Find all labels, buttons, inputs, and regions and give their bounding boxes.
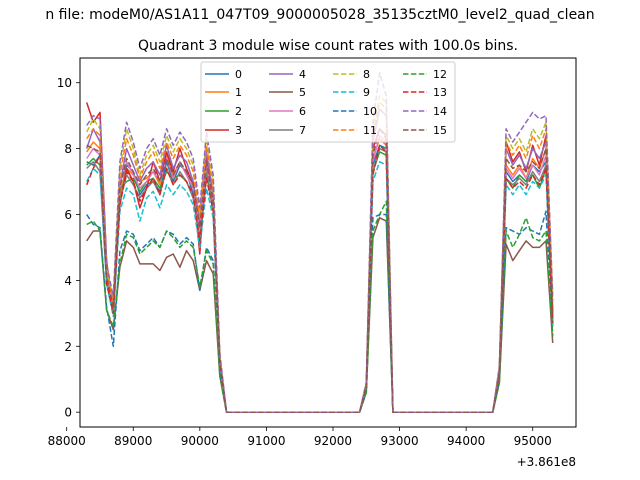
legend-label-7: 7 bbox=[299, 124, 306, 137]
legend-label-0: 0 bbox=[235, 68, 242, 81]
legend-box bbox=[200, 61, 456, 143]
x-tick-label: 90000 bbox=[181, 434, 219, 448]
series-line-4 bbox=[85, 108, 554, 413]
y-tick-label: 2 bbox=[64, 340, 72, 354]
legend-label-8: 8 bbox=[363, 68, 370, 81]
x-tick-label: 88000 bbox=[48, 434, 86, 448]
legend-label-2: 2 bbox=[235, 105, 242, 118]
legend-label-3: 3 bbox=[235, 124, 242, 137]
y-tick-label: 4 bbox=[64, 274, 72, 288]
y-tick-label: 8 bbox=[64, 142, 72, 156]
series-line-3 bbox=[85, 102, 554, 413]
series-line-10 bbox=[86, 210, 554, 413]
legend-label-12: 12 bbox=[433, 68, 447, 81]
legend-label-10: 10 bbox=[363, 105, 377, 118]
chart-title: Quadrant 3 module wise count rates with … bbox=[138, 38, 518, 54]
y-tick-label: 0 bbox=[64, 406, 72, 420]
series-line-8 bbox=[86, 95, 554, 413]
series-line-13 bbox=[86, 144, 554, 413]
plot-area bbox=[85, 72, 554, 413]
x-tick-label: 93000 bbox=[380, 434, 418, 448]
x-offset-label: +3.861e8 bbox=[517, 455, 576, 469]
plot-frame bbox=[79, 57, 577, 428]
legend-label-4: 4 bbox=[299, 68, 306, 81]
x-tick-label: 95000 bbox=[514, 434, 552, 448]
x-tick-label: 91000 bbox=[247, 434, 285, 448]
series-line-5 bbox=[86, 217, 554, 413]
series-line-2 bbox=[86, 151, 554, 413]
series-line-1 bbox=[86, 137, 554, 413]
chart-suptitle: n file: modeM0/AS1A11_047T09_9000005028_… bbox=[45, 7, 594, 23]
y-axis: 0 2 4 6 8 10 bbox=[57, 76, 80, 420]
y-tick-label: 10 bbox=[57, 76, 72, 90]
series-line-6 bbox=[86, 134, 554, 413]
x-tick-label: 92000 bbox=[314, 434, 352, 448]
legend-label-11: 11 bbox=[363, 124, 377, 137]
x-tick-label: 94000 bbox=[447, 434, 485, 448]
legend-label-13: 13 bbox=[433, 86, 447, 99]
series-line-11 bbox=[86, 101, 554, 413]
series-line-0 bbox=[86, 144, 554, 413]
legend-label-15: 15 bbox=[433, 124, 447, 137]
x-axis: 88000 89000 90000 91000 92000 93000 94000 95000 bbox=[48, 427, 552, 448]
series-line-12 bbox=[86, 200, 554, 413]
legend-label-6: 6 bbox=[299, 105, 306, 118]
legend-label-1: 1 bbox=[235, 86, 242, 99]
legend-label-5: 5 bbox=[299, 86, 306, 99]
series-line-15 bbox=[86, 128, 554, 413]
y-tick-label: 6 bbox=[64, 208, 72, 222]
legend-label-14: 14 bbox=[433, 105, 447, 118]
series-line-9 bbox=[86, 161, 554, 413]
x-tick-label: 89000 bbox=[114, 434, 152, 448]
legend-label-9: 9 bbox=[363, 86, 370, 99]
